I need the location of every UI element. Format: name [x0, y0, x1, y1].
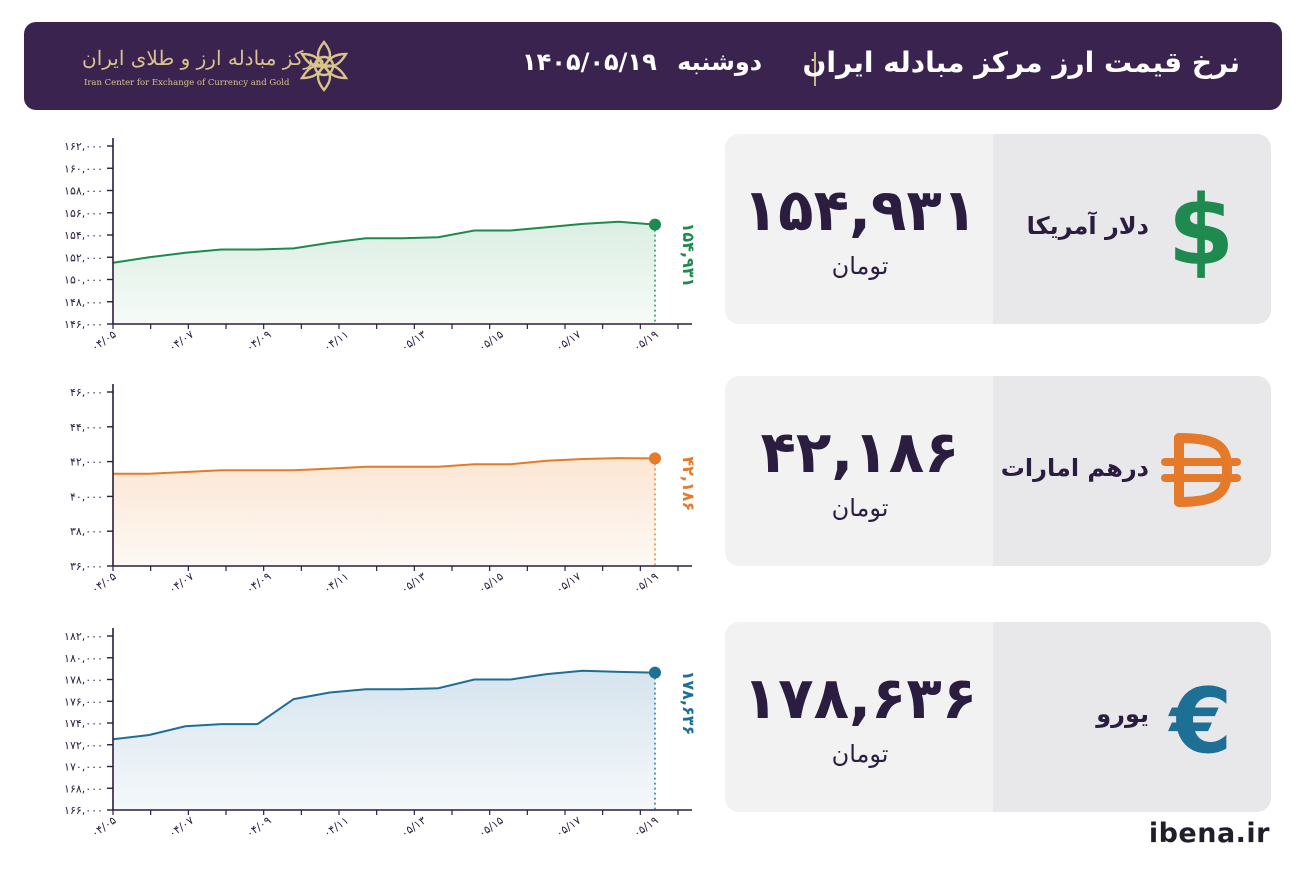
y-tick-label: ۴۴,۰۰۰: [70, 421, 103, 434]
x-tick-label: ۰۴/۰۷: [166, 814, 196, 840]
y-tick-label: ۱۶۲,۰۰۰: [64, 140, 103, 153]
y-tick-label: ۳۶,۰۰۰: [70, 560, 103, 573]
euro-icon: €: [1168, 669, 1233, 766]
price-unit: تومان: [831, 740, 889, 768]
logo-text-fa: مرکز مبادله ارز و طلای ایران: [82, 46, 326, 70]
y-tick-label: ۱۵۶,۰۰۰: [64, 207, 103, 220]
header-date-block: دوشنبه ۱۴۰۵/۰۵/۱۹: [522, 48, 762, 76]
x-tick-label: ۰۴/۰۵: [89, 814, 119, 840]
x-tick-label: ۰۴/۱۱: [321, 814, 351, 840]
dirham-icon: [1161, 433, 1241, 507]
x-tick-label: ۰۴/۰۹: [244, 570, 274, 596]
x-tick-label: ۰۴/۰۵: [89, 570, 119, 596]
header-banner: مرکز مبادله ارز و طلای ایران Iran Center…: [24, 22, 1282, 110]
y-tick-label: ۱۷۲,۰۰۰: [64, 739, 103, 752]
x-tick-label: ۰۵/۱۹: [631, 328, 661, 354]
x-tick-label: ۰۴/۰۷: [166, 328, 196, 354]
series-line: [113, 457, 656, 475]
x-tick-label: ۰۴/۰۹: [244, 328, 274, 354]
card-eur: ۱۷۸,۶۳۶ تومان یورو €: [725, 622, 1271, 812]
x-tick-label: ۰۴/۰۵: [89, 328, 119, 354]
currency-label-panel: یورو €: [993, 622, 1271, 812]
currency-name: دلار آمریکا: [1026, 212, 1149, 240]
y-tick-label: ۱۵۲,۰۰۰: [64, 251, 103, 264]
area-fill: [113, 670, 655, 810]
y-tick-label: ۱۶۰,۰۰۰: [64, 162, 103, 175]
area-fill: [113, 221, 655, 324]
header-divider: [814, 52, 816, 86]
star-knot-icon: [299, 40, 349, 92]
y-tick-label: ۱۷۸,۰۰۰: [64, 674, 103, 687]
x-tick-label: ۰۵/۱۵: [476, 570, 506, 596]
price-value: ۱۷۸,۶۳۶: [742, 664, 978, 732]
y-tick-label: ۱۶۸,۰۰۰: [64, 782, 103, 795]
x-tick-label: ۰۵/۱۵: [476, 328, 506, 354]
price-value: ۴۲,۱۸۶: [760, 418, 960, 486]
x-tick-label: ۰۵/۱۳: [399, 328, 429, 354]
series-line: [112, 669, 656, 741]
eur-price-chart: ۱۶۶,۰۰۰ ۱۶۸,۰۰۰ ۱۷۰,۰۰۰ ۱۷۲,۰۰۰ ۱۷۴,۰۰۰ ۱۷۶,۰…: [64, 628, 698, 840]
card-aed: ۴۲,۱۸۶ تومان درهم امارات: [725, 376, 1271, 566]
x-tick-label: ۰۴/۱۱: [321, 570, 351, 596]
price-unit: تومان: [831, 494, 889, 522]
y-tick-label: ۱۴۶,۰۰۰: [64, 318, 103, 331]
y-tick-label: ۱۵۰,۰۰۰: [64, 274, 103, 287]
logo-text-en: Iran Center for Exchange of Currency and…: [84, 78, 290, 88]
x-tick-label: ۰۵/۱۹: [631, 814, 661, 840]
card-usd: ۱۵۴,۹۳۱ تومان دلار آمریکا $: [725, 134, 1271, 324]
last-point-marker: [649, 666, 661, 679]
x-tick-label: ۰۵/۱۷: [553, 814, 583, 840]
x-tick-label: ۰۵/۱۳: [399, 570, 429, 596]
y-tick-label: ۳۸,۰۰۰: [70, 525, 103, 538]
last-point-marker: [649, 218, 661, 231]
x-tick-label: ۰۵/۱۷: [553, 570, 583, 596]
x-tick-label: ۰۵/۱۹: [631, 570, 661, 596]
x-tick-label: ۰۴/۰۹: [244, 814, 274, 840]
usd-price-chart: ۱۴۶,۰۰۰ ۱۴۸,۰۰۰ ۱۵۰,۰۰۰ ۱۵۲,۰۰۰ ۱۵۴,۰۰۰ ۱۵۶,۰…: [64, 138, 698, 354]
y-tick-label: ۱۸۲,۰۰۰: [64, 630, 103, 643]
price-unit: تومان: [831, 252, 889, 280]
y-tick-label: ۴۰,۰۰۰: [70, 490, 103, 503]
last-value-label: ۴۲,۱۸۶: [679, 456, 698, 511]
svg-text:€: €: [1168, 669, 1233, 766]
svg-text:$: $: [1168, 178, 1235, 278]
x-tick-label: ۰۵/۱۳: [399, 814, 429, 840]
currency-label-panel: درهم امارات: [993, 376, 1271, 566]
price-value: ۱۵۴,۹۳۱: [742, 176, 978, 244]
y-tick-label: ۱۸۰,۰۰۰: [64, 652, 103, 665]
y-tick-label: ۴۲,۰۰۰: [70, 456, 103, 469]
area-fill: [113, 458, 655, 566]
dollar-icon: $: [1168, 178, 1235, 278]
currency-name: یورو: [1096, 700, 1149, 728]
y-tick-label: ۴۶,۰۰۰: [70, 386, 103, 399]
y-tick-label: ۱۶۶,۰۰۰: [64, 804, 103, 817]
last-point-marker: [649, 452, 661, 465]
last-value-label: ۱۵۴,۹۳۱: [679, 223, 698, 288]
currency-label-panel: دلار آمریکا $: [993, 134, 1271, 324]
series-line: [112, 220, 656, 264]
y-tick-label: ۱۴۸,۰۰۰: [64, 296, 103, 309]
last-value-label: ۱۷۸,۶۳۶: [679, 671, 698, 736]
y-tick-label: ۱۵۸,۰۰۰: [64, 185, 103, 198]
x-tick-label: ۰۴/۱۱: [321, 328, 351, 354]
x-tick-label: ۰۴/۰۷: [166, 570, 196, 596]
header-date: ۱۴۰۵/۰۵/۱۹: [522, 48, 657, 76]
y-tick-label: ۱۷۰,۰۰۰: [64, 761, 103, 774]
y-tick-label: ۱۷۴,۰۰۰: [64, 717, 103, 730]
x-tick-label: ۰۵/۱۷: [553, 328, 583, 354]
site-watermark: ibena.ir: [1148, 818, 1270, 849]
aed-price-chart: ۳۶,۰۰۰ ۳۸,۰۰۰ ۴۰,۰۰۰ ۴۲,۰۰۰ ۴۴,۰۰۰ ۴۶,۰۰۰ ۰۴/۰…: [70, 384, 698, 596]
page-title: نرخ قیمت ارز مرکز مبادله ایران: [802, 46, 1241, 79]
y-tick-label: ۱۵۴,۰۰۰: [64, 229, 103, 242]
logo: مرکز مبادله ارز و طلای ایران Iran Center…: [60, 36, 350, 98]
header-day: دوشنبه: [677, 48, 763, 76]
x-tick-label: ۰۵/۱۵: [476, 814, 506, 840]
y-tick-label: ۱۷۶,۰۰۰: [64, 695, 103, 708]
currency-name: درهم امارات: [1000, 454, 1149, 482]
